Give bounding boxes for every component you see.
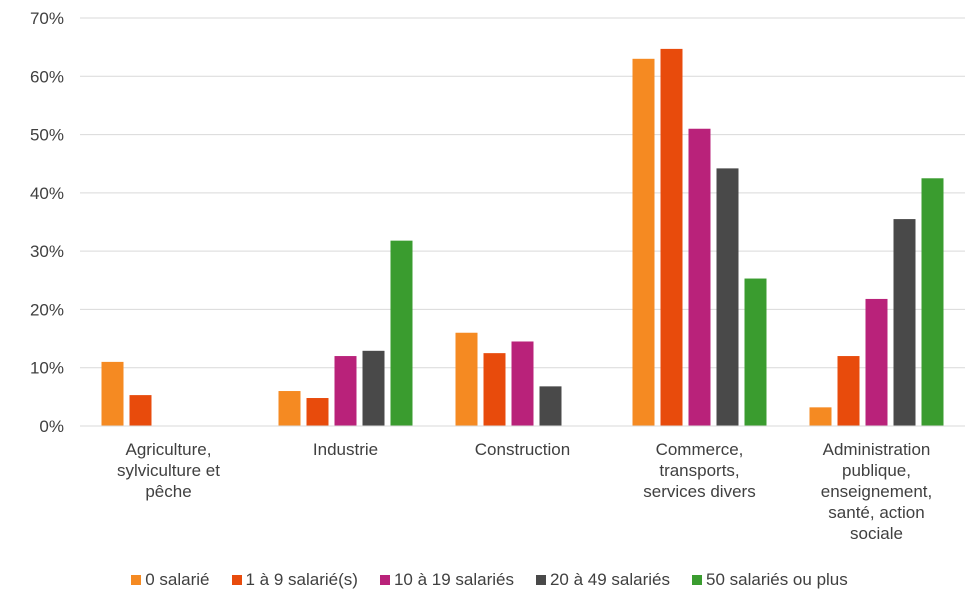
legend-swatch	[380, 575, 390, 585]
bar	[922, 178, 944, 426]
bar	[391, 241, 413, 426]
bar	[456, 333, 478, 426]
category-label: Construction	[475, 440, 570, 459]
category-label: Industrie	[313, 440, 378, 459]
y-tick-label: 30%	[30, 242, 64, 261]
bar	[745, 279, 767, 426]
legend-label: 0 salarié	[145, 570, 209, 590]
y-tick-label: 10%	[30, 359, 64, 378]
bar	[689, 129, 711, 426]
bar	[130, 395, 152, 426]
bar	[894, 219, 916, 426]
bar	[279, 391, 301, 426]
bar	[512, 341, 534, 426]
category-label: Agriculture, sylviculture et pêche	[117, 440, 220, 501]
legend-label: 50 salariés ou plus	[706, 570, 848, 590]
bar	[540, 386, 562, 426]
legend-item: 10 à 19 salariés	[380, 570, 514, 590]
bar	[363, 351, 385, 426]
y-tick-label: 20%	[30, 300, 64, 319]
bar	[838, 356, 860, 426]
legend-swatch	[692, 575, 702, 585]
bar	[717, 168, 739, 426]
y-tick-label: 50%	[30, 126, 64, 145]
bar	[307, 398, 329, 426]
y-tick-label: 60%	[30, 67, 64, 86]
bar	[866, 299, 888, 426]
category-label: Commerce, transports, services divers	[643, 440, 755, 501]
bar	[661, 49, 683, 426]
legend-label: 1 à 9 salarié(s)	[246, 570, 358, 590]
gridlines	[80, 18, 965, 368]
category-labels: Agriculture, sylviculture et pêche Industri…	[117, 440, 932, 543]
legend-item: 0 salarié	[131, 570, 209, 590]
bar	[810, 407, 832, 426]
bar	[484, 353, 506, 426]
legend-item: 1 à 9 salarié(s)	[232, 570, 358, 590]
legend-swatch	[131, 575, 141, 585]
bar	[633, 59, 655, 426]
y-tick-label: 70%	[30, 9, 64, 28]
legend-swatch	[232, 575, 242, 585]
y-tick-label: 40%	[30, 184, 64, 203]
legend: 0 salarié 1 à 9 salarié(s) 10 à 19 salarié…	[0, 570, 979, 590]
legend-label: 10 à 19 salariés	[394, 570, 514, 590]
legend-label: 20 à 49 salariés	[550, 570, 670, 590]
legend-item: 20 à 49 salariés	[536, 570, 670, 590]
legend-swatch	[536, 575, 546, 585]
bars	[102, 49, 944, 426]
legend-item: 50 salariés ou plus	[692, 570, 848, 590]
y-tick-label: 0%	[39, 417, 64, 436]
bar	[102, 362, 124, 426]
category-label: Administration publique, enseignement, sant…	[821, 440, 933, 543]
bar	[335, 356, 357, 426]
y-axis-ticks: 0% 10% 20% 30% 40% 50% 60% 70%	[30, 9, 64, 436]
